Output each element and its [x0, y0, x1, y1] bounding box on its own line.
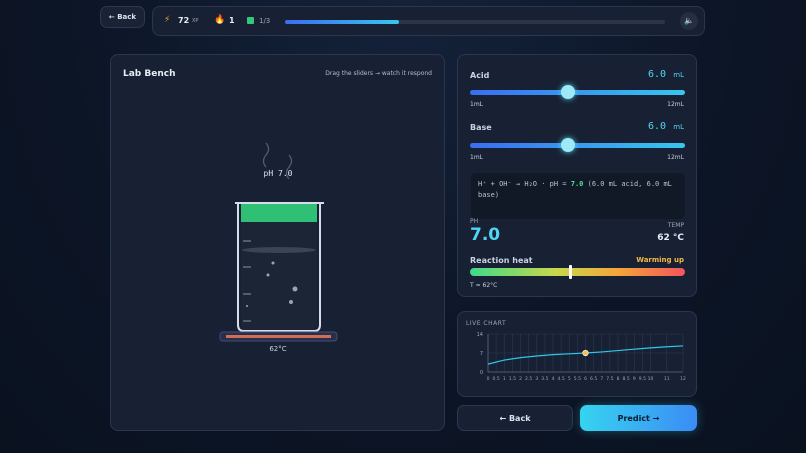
beaker-scene: pH 7.0 62°C	[219, 142, 338, 353]
lab-bench-panel: Lab Bench Drag the sliders → watch it re…	[110, 54, 445, 431]
streak-value: 1	[229, 16, 235, 25]
xp-unit: XP	[192, 18, 199, 24]
heat-label: Reaction heat	[470, 256, 533, 265]
graduations	[243, 240, 251, 322]
slider-knob[interactable]	[561, 138, 575, 152]
back-button[interactable]: ← Back	[100, 6, 145, 28]
temp-label: TEMP	[667, 222, 684, 229]
equation-ph: 7.0	[570, 180, 584, 188]
slider-unit: mL	[673, 71, 684, 79]
equation-formula: H⁺ + OH⁻ → H₂O · pH =	[478, 180, 567, 188]
bubbles	[246, 261, 298, 307]
top-bar: ⚡ 72 XP 🔥 1 1/3 🔈	[152, 6, 705, 36]
chart-title: LIVE CHART	[466, 320, 507, 327]
liquid-top	[241, 204, 317, 222]
panel-hint: Drag the sliders → watch it respond	[325, 70, 432, 77]
hot-plate-coil	[226, 335, 331, 338]
slider-max: 12mL	[667, 101, 684, 108]
slider-value: 6.0	[647, 121, 666, 132]
acid-slider[interactable]	[470, 90, 685, 95]
steam	[262, 142, 270, 168]
controls-panel: Acid 6.0 mL 1mL 12mL Base 6.0 mL 1mL 12m…	[457, 54, 697, 297]
beaker-label: pH 7.0	[264, 169, 293, 178]
equation-box: H⁺ + OH⁻ → H₂O · pH = 7.0 (6.0 mL acid, …	[471, 173, 685, 219]
equation-detail: (6.0 mL acid, 6.0 mL base)	[478, 180, 672, 199]
heat-status: Warming up	[636, 256, 684, 264]
slider-min: 1mL	[470, 101, 484, 108]
streak-icon: 🔥	[214, 15, 226, 25]
base-slider[interactable]	[470, 143, 685, 148]
slider-knob[interactable]	[561, 85, 575, 99]
progress-count: 1/3	[259, 17, 271, 25]
progress-fill	[285, 20, 399, 24]
xp-icon: ⚡	[164, 15, 171, 25]
liquid-layer	[242, 247, 316, 253]
slider-min: 1mL	[470, 154, 484, 161]
heat-indicator	[569, 265, 572, 279]
slider-value: 6.0	[647, 69, 666, 80]
slider-max: 12mL	[667, 154, 684, 161]
sound-button[interactable]: 🔈	[680, 12, 698, 30]
beaker-body	[241, 205, 317, 330]
progress-track	[285, 20, 665, 24]
panel-title: Lab Bench	[123, 69, 176, 79]
heat-bar	[470, 268, 685, 276]
slider-label: Base	[470, 123, 492, 132]
predict-button[interactable]: Predict →	[580, 405, 697, 431]
xp-value: 72	[178, 16, 190, 25]
heat-readout: T = 62°C	[470, 282, 498, 289]
live-chart-panel: LIVE CHART	[457, 311, 697, 397]
ph-value: 7.0	[470, 225, 501, 245]
slider-unit: mL	[673, 123, 684, 131]
beaker-outline	[235, 202, 324, 332]
back-button[interactable]: ← Back	[457, 405, 573, 431]
progress-icon	[247, 17, 254, 24]
steam	[285, 154, 293, 180]
ph-label: PH	[470, 218, 479, 225]
slider-label: Acid	[470, 71, 490, 80]
temp-value: 62 °C	[657, 233, 684, 243]
plate-temp: 62°C	[269, 345, 286, 353]
